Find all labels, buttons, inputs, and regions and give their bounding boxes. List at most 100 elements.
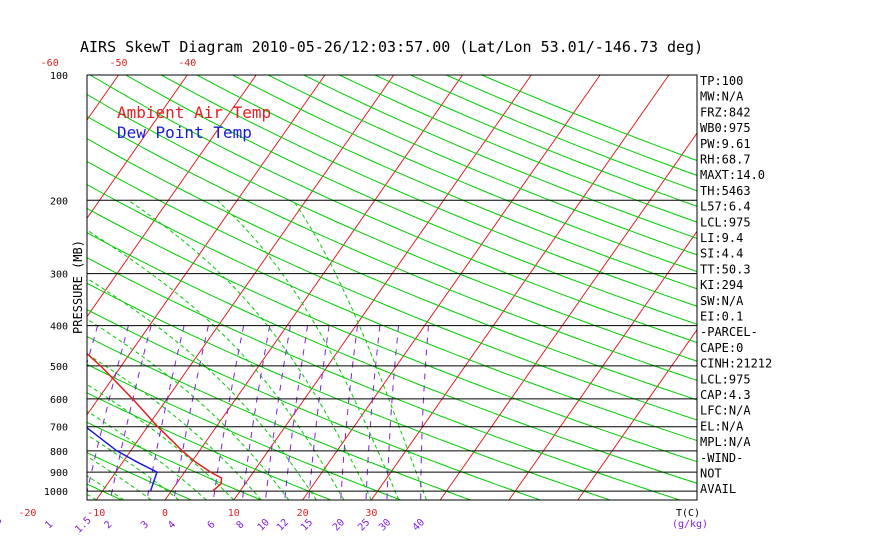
moist-adiabat-line	[87, 455, 152, 500]
isotherm-line	[87, 75, 188, 220]
mixing-ratio-line	[340, 325, 358, 500]
moist-adiabat-line	[216, 199, 400, 500]
moist-adiabat-line	[87, 229, 345, 500]
top-temp-tick-label: -40	[178, 58, 196, 69]
pressure-tick-label: 600	[50, 395, 68, 406]
mixing-ratio-line	[146, 325, 185, 500]
dry-adiabat-line	[87, 483, 122, 500]
stability-index-item: TH:5463	[700, 184, 751, 198]
stability-index-item: TP:100	[700, 74, 743, 88]
mixing-ratio-tick-label: 8	[235, 519, 247, 531]
dry-adiabat-line	[87, 257, 680, 500]
dry-adiabat-line	[87, 421, 262, 500]
dry-adiabat-line	[267, 75, 697, 256]
moist-adiabat-line	[87, 353, 262, 500]
bottom-temp-tick-label: 30	[365, 508, 377, 519]
moist-adiabat-line	[87, 410, 207, 500]
mixing-ratio-line	[87, 325, 129, 495]
chart-title: AIRS SkewT Diagram 2010-05-26/12:03:57.0…	[80, 38, 703, 56]
stability-index-item: TT:50.3	[700, 262, 751, 276]
bottom-temp-unit-label: T(C)	[676, 508, 700, 519]
stability-index-item: L57:6.4	[700, 200, 751, 214]
mixing-ratio-tick-label: 4	[166, 519, 178, 531]
mixing-ratio-tick-label: 20	[331, 517, 347, 533]
moist-adiabat-line	[128, 199, 372, 500]
isotherm-line	[302, 75, 601, 500]
pressure-axis: 100 200 300 400 500 600 700 800 900 1000	[44, 71, 68, 498]
dry-adiabat-line	[161, 75, 697, 307]
bottom-temp-tick-label: 10	[228, 508, 240, 519]
bottom-temp-tick-label: -20	[18, 508, 36, 519]
mixing-ratio-tick-label: 25	[356, 517, 372, 533]
stability-index-item: WB0:975	[700, 121, 751, 135]
dry-adiabat-line	[232, 75, 697, 273]
stability-index-item: MW:N/A	[700, 90, 744, 104]
stability-index-item: -WIND-	[700, 451, 743, 465]
dry-adiabat-line	[87, 335, 471, 500]
bottom-temp-tick-label: 0	[162, 508, 168, 519]
moist-adiabat-line	[87, 434, 180, 500]
y-axis-label: PRESSURE (MB)	[71, 240, 85, 334]
isotherm-line	[508, 230, 697, 500]
pressure-tick-label: 100	[50, 71, 68, 82]
isotherm-line	[370, 75, 670, 500]
isotherm-line	[0, 75, 50, 500]
pressure-tick-label: 500	[50, 362, 68, 373]
mixing-ratio-tick-label: 10	[256, 517, 272, 533]
mixing-ratio-lines	[0, 325, 429, 500]
dry-adiabat-line	[87, 232, 697, 484]
moist-adiabat-line	[87, 383, 235, 500]
moist-adiabat-line	[87, 318, 290, 500]
stability-index-item: CAPE:0	[700, 341, 743, 355]
moist-adiabat-line	[292, 200, 427, 500]
mixing-ratio-tick-label: 15	[299, 517, 315, 533]
legend-entry: Ambient Air Temp	[117, 103, 271, 122]
stability-index-item: NOT	[700, 467, 722, 481]
dry-adiabat-line	[87, 309, 541, 500]
stability-index-item: CINH:21212	[700, 357, 772, 371]
dry-adiabat-line	[87, 392, 332, 500]
dry-adiabat-line	[89, 75, 697, 344]
mixing-ratio-tick-label: 3	[139, 519, 151, 531]
mixing-ratio-line	[109, 325, 152, 500]
pressure-tick-label: 300	[50, 270, 68, 281]
isotherm-line	[577, 328, 697, 500]
mixing-ratio-line	[0, 326, 48, 500]
stability-index-item: MPL:N/A	[700, 435, 751, 449]
mixing-ratio-line	[241, 325, 271, 500]
stability-index-item: PW:9.61	[700, 137, 751, 151]
mixing-ratio-line	[365, 325, 381, 500]
isotherm-line	[87, 75, 119, 121]
legend-entry: Dew Point Temp	[117, 123, 252, 142]
dry-adiabat-line	[481, 75, 697, 162]
top-temperature-axis: -120-110-100-90-80-70-60-50-40	[41, 58, 197, 69]
stability-index-item: EI:0.1	[700, 310, 743, 324]
stability-index-item: KI:294	[700, 278, 743, 292]
isotherm-line	[233, 75, 532, 500]
stability-index-item: RH:68.7	[700, 153, 751, 167]
dry-adiabat-line	[303, 75, 697, 239]
mixing-ratio-unit-label: (g/kg)	[672, 519, 708, 530]
stability-index-item: EL:N/A	[700, 419, 744, 433]
bottom-temp-tick-label: 20	[297, 508, 309, 519]
dry-adiabat-line	[125, 75, 697, 325]
plot-frame	[86, 74, 698, 501]
dry-adiabat-line	[339, 75, 697, 223]
mixing-ratio-tick-label: 12	[275, 517, 291, 533]
mixing-ratio-line	[265, 325, 291, 500]
dry-adiabat-line	[87, 160, 697, 421]
pressure-tick-label: 900	[50, 468, 68, 479]
stability-index-item: AVAIL	[700, 482, 736, 496]
air-temperature-line	[87, 352, 223, 492]
stability-index-item: LFC:N/A	[700, 404, 751, 418]
pressure-tick-label: 400	[50, 322, 68, 333]
pressure-tick-label: 1000	[44, 487, 68, 498]
dry-adiabat-line	[87, 93, 697, 362]
top-temp-tick-label: -60	[41, 58, 59, 69]
dry-adiabat-line	[87, 138, 697, 401]
mixing-ratio-tick-label: 40	[411, 517, 427, 533]
isotherm-line	[439, 132, 697, 500]
